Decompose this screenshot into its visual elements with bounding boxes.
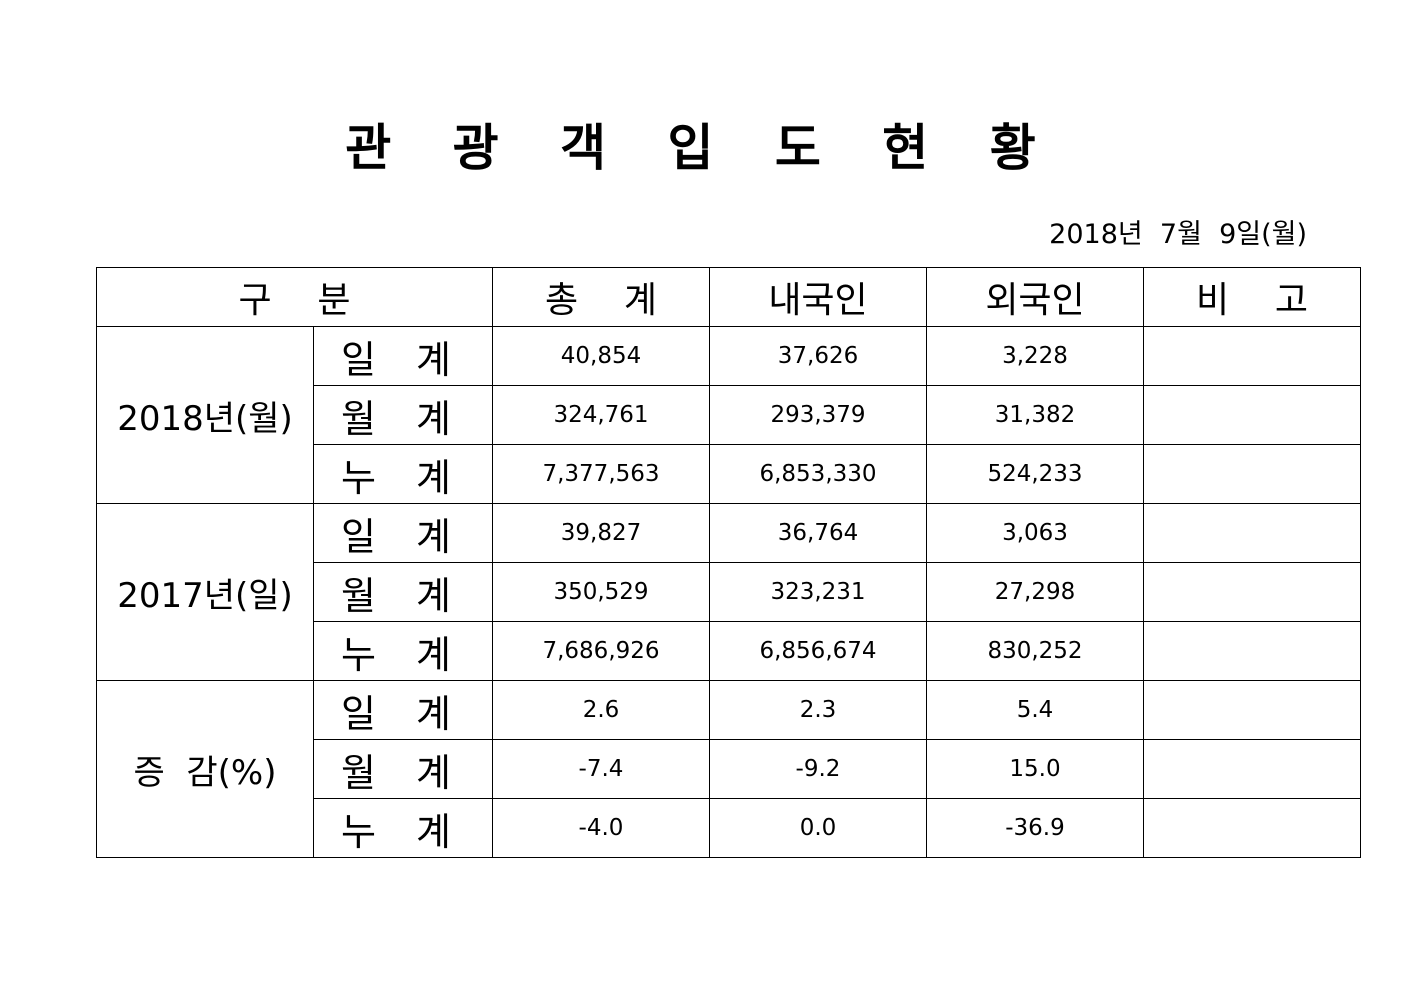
row-label: 누 계 [313,798,493,858]
note-cell [1143,503,1361,563]
foreign-cell: 524,233 [926,444,1144,504]
report-date: 2018년 7월 9일(월) [1049,219,1307,250]
row-label: 일 계 [313,326,493,386]
note-cell [1143,739,1361,799]
foreign-cell: 5.4 [926,680,1144,740]
table-row: 누 계 -4.0 0.0 -36.9 [97,798,1361,858]
total-cell: 2.6 [492,680,710,740]
header-foreign: 외국인 [926,267,1144,327]
foreign-cell: 3,063 [926,503,1144,563]
foreign-cell: 830,252 [926,621,1144,681]
tourist-arrivals-table: 구 분 총 계 내국인 외국인 비 고 2018년(월) 일 계 40,854 37,… [96,267,1361,858]
group-label: 2017년(일) [96,503,314,681]
row-label: 월 계 [313,385,493,445]
foreign-cell: 3,228 [926,326,1144,386]
table-row: 누 계 7,686,926 6,856,674 830,252 [97,621,1361,681]
note-cell [1143,680,1361,740]
page-title: 관 광 객 입 도 현 황 [345,119,1058,177]
row-label: 월 계 [313,739,493,799]
table-row: 월 계 350,529 323,231 27,298 [97,562,1361,622]
group-label: 증 감(%) [96,680,314,858]
domestic-cell: -9.2 [709,739,927,799]
total-cell: 40,854 [492,326,710,386]
domestic-cell: 2.3 [709,680,927,740]
note-cell [1143,798,1361,858]
foreign-cell: 31,382 [926,385,1144,445]
foreign-cell: -36.9 [926,798,1144,858]
row-label: 누 계 [313,621,493,681]
foreign-cell: 15.0 [926,739,1144,799]
foreign-cell: 27,298 [926,562,1144,622]
total-cell: -7.4 [492,739,710,799]
domestic-cell: 6,856,674 [709,621,927,681]
row-label: 월 계 [313,562,493,622]
row-label: 일 계 [313,503,493,563]
total-cell: 7,377,563 [492,444,710,504]
header-note: 비 고 [1143,267,1361,327]
domestic-cell: 6,853,330 [709,444,927,504]
row-label: 누 계 [313,444,493,504]
total-cell: 350,529 [492,562,710,622]
table-row: 월 계 -7.4 -9.2 15.0 [97,739,1361,799]
total-cell: 7,686,926 [492,621,710,681]
note-cell [1143,385,1361,445]
total-cell: 324,761 [492,385,710,445]
table-row: 2018년(월) 일 계 40,854 37,626 3,228 [96,326,1361,504]
header-row: 구 분 총 계 내국인 외국인 비 고 [96,267,1361,327]
domestic-cell: 293,379 [709,385,927,445]
header-category: 구 분 [96,267,493,327]
note-cell [1143,562,1361,622]
total-cell: -4.0 [492,798,710,858]
table-row: 누 계 7,377,563 6,853,330 524,233 [97,444,1361,504]
note-cell [1143,621,1361,681]
table-row: 증 감(%) 일 계 2.6 2.3 5.4 [96,680,1361,858]
domestic-cell: 0.0 [709,798,927,858]
row-label: 일 계 [313,680,493,740]
total-cell: 39,827 [492,503,710,563]
note-cell [1143,444,1361,504]
header-domestic: 내국인 [709,267,927,327]
domestic-cell: 37,626 [709,326,927,386]
table-row: 2017년(일) 일 계 39,827 36,764 3,063 [96,503,1361,681]
group-label: 2018년(월) [96,326,314,504]
note-cell [1143,326,1361,386]
domestic-cell: 323,231 [709,562,927,622]
header-total: 총 계 [492,267,710,327]
domestic-cell: 36,764 [709,503,927,563]
